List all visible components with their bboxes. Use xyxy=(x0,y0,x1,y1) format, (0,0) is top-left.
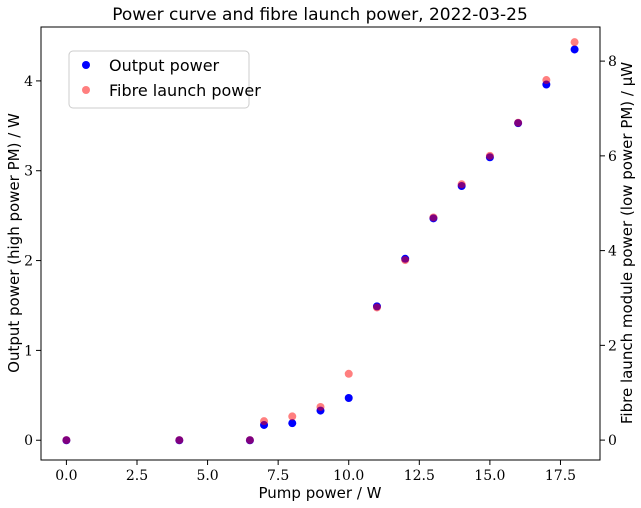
point-fibre-launch-power xyxy=(429,213,438,222)
y-right-axis-ticks: 0 2 4 6 8 xyxy=(600,54,617,449)
point-fibre-launch-power xyxy=(457,180,466,189)
point-fibre-launch-power xyxy=(245,436,254,445)
y-left-tick-label: 4 xyxy=(24,74,33,90)
legend-marker-output-power xyxy=(82,61,90,69)
point-fibre-launch-power xyxy=(570,38,579,47)
legend-box xyxy=(68,50,250,109)
y-left-tick-label: 2 xyxy=(24,254,33,270)
x-tick-label: 2.5 xyxy=(126,468,148,484)
point-fibre-launch-power xyxy=(485,151,494,160)
x-tick-label: 10.0 xyxy=(333,468,364,484)
point-fibre-launch-power xyxy=(288,412,297,421)
point-fibre-launch-power xyxy=(260,417,269,426)
point-fibre-launch-power xyxy=(175,436,184,445)
y-left-axis-title: Output power (high power PM) / W xyxy=(5,113,23,373)
x-tick-label: 0.0 xyxy=(55,468,77,484)
y-left-tick-label: 0 xyxy=(24,433,33,449)
chart-title: Power curve and fibre launch power, 2022… xyxy=(112,5,528,25)
plot-frame xyxy=(40,26,601,461)
x-axis-ticks: 0.0 2.5 5.0 7.5 10.0 12.5 15.0 17.5 xyxy=(55,460,576,484)
series-points xyxy=(62,38,579,445)
x-tick-label: 5.0 xyxy=(196,468,218,484)
y-right-tick-label: 8 xyxy=(608,54,617,70)
legend-marker-fibre-launch-power xyxy=(82,86,90,94)
point-fibre-launch-power xyxy=(62,436,71,445)
point-fibre-launch-power xyxy=(316,402,325,411)
point-fibre-launch-power xyxy=(514,118,523,127)
y-left-tick-label: 3 xyxy=(24,164,33,180)
point-output-power xyxy=(570,45,579,54)
y-left-axis-ticks: 0 1 2 3 4 xyxy=(24,74,41,449)
point-output-power xyxy=(344,394,353,403)
y-left-tick-label: 1 xyxy=(24,343,33,359)
point-fibre-launch-power xyxy=(372,303,381,312)
y-right-tick-label: 6 xyxy=(608,149,617,165)
x-tick-label: 17.5 xyxy=(545,468,576,484)
point-output-power xyxy=(288,419,297,428)
legend: Output power Fibre launch power xyxy=(68,50,261,109)
point-fibre-launch-power xyxy=(542,76,551,85)
x-tick-label: 15.0 xyxy=(474,468,505,484)
y-right-axis-title: Fibre launch module power (low power PM)… xyxy=(618,62,636,424)
x-tick-label: 7.5 xyxy=(267,468,289,484)
point-fibre-launch-power xyxy=(401,256,410,265)
y-right-tick-label: 2 xyxy=(608,338,617,354)
y-right-tick-label: 4 xyxy=(608,244,617,260)
legend-label-output-power: Output power xyxy=(109,56,220,75)
x-axis-title: Pump power / W xyxy=(259,484,382,502)
legend-label-fibre-launch-power: Fibre launch power xyxy=(109,81,261,100)
point-fibre-launch-power xyxy=(344,369,353,378)
y-right-tick-label: 0 xyxy=(608,433,617,449)
x-tick-label: 12.5 xyxy=(404,468,435,484)
